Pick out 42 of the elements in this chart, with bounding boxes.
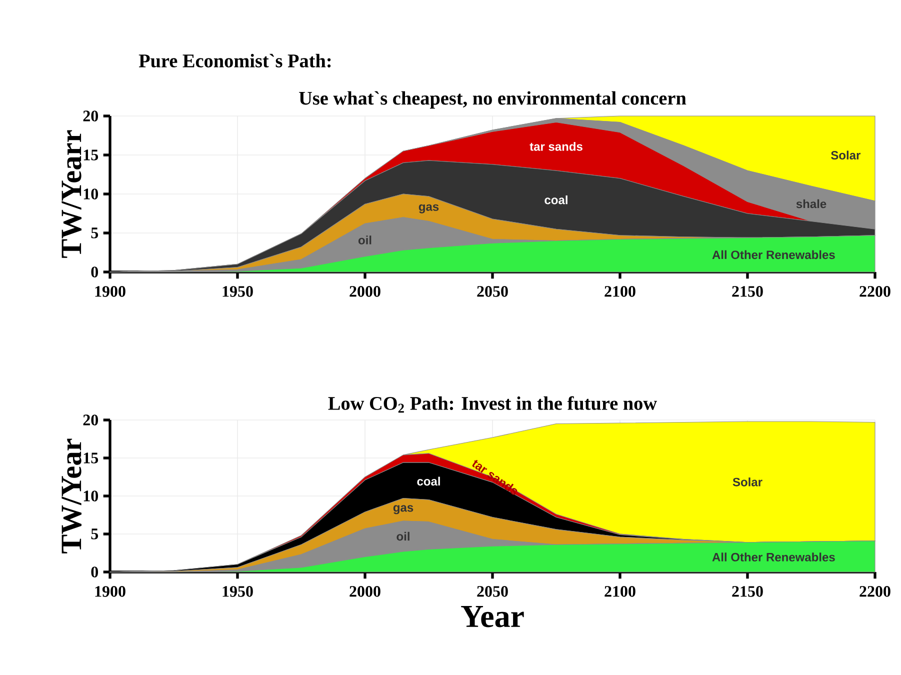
chart-title: Pure Economist`s Path: — [138, 54, 331, 68]
x-tick-label: 2200 — [860, 286, 890, 297]
x-tick-label: 1900 — [95, 586, 126, 597]
x-tick-label: 2050 — [477, 586, 508, 597]
x-tick-label: 2150 — [732, 286, 763, 297]
x-tick-label: 2000 — [350, 286, 380, 297]
chart-subtitle: Use what`s cheapest, no environmental concern — [299, 91, 686, 109]
series-label: oil — [358, 236, 372, 244]
series-label: oil — [396, 532, 410, 541]
series-label: coal — [417, 476, 440, 486]
x-tick-label: 2000 — [350, 586, 380, 597]
y-tick-label: 5 — [91, 528, 98, 540]
x-tick-label: 1950 — [222, 586, 253, 597]
x-tick-label: 1900 — [95, 286, 126, 297]
x-tick-label: 1950 — [222, 286, 253, 297]
y-tick-label: 20 — [83, 110, 98, 122]
y-tick-label: 0 — [91, 266, 98, 278]
x-tick-label: 2150 — [732, 586, 763, 597]
x-axis-title: Year — [461, 606, 524, 628]
x-tick-label: 2050 — [477, 286, 508, 297]
y-tick-label: 5 — [91, 228, 98, 238]
y-tick-label: 20 — [83, 414, 98, 426]
series-label: All Other Renewables — [712, 250, 835, 260]
y-tick-label: 10 — [84, 490, 98, 502]
series-label: gas — [393, 505, 414, 514]
series-label: All Other Renewables — [712, 552, 835, 562]
x-tick-label: 2200 — [860, 586, 890, 597]
y-tick-label: 15 — [84, 150, 98, 160]
series-label: tar sands — [530, 142, 582, 151]
series-label: Solar — [831, 150, 860, 160]
chart-title: Low CO$_{2}$ Path: Invest in the future now — [328, 396, 657, 413]
x-tick-label: 2100 — [604, 286, 636, 297]
series-label: Solar — [732, 478, 762, 486]
series-label: gas — [418, 204, 439, 214]
y-tick-label: 0 — [91, 566, 98, 578]
y-axis-title: TW/Year — [62, 438, 82, 554]
y-tick-label: 15 — [84, 452, 98, 464]
y-axis-title: TW/Yearr — [62, 130, 82, 258]
x-tick-label: 2100 — [604, 586, 636, 597]
series-label: shale — [796, 199, 826, 208]
y-tick-label: 10 — [84, 188, 98, 200]
series-label: coal — [544, 195, 568, 204]
